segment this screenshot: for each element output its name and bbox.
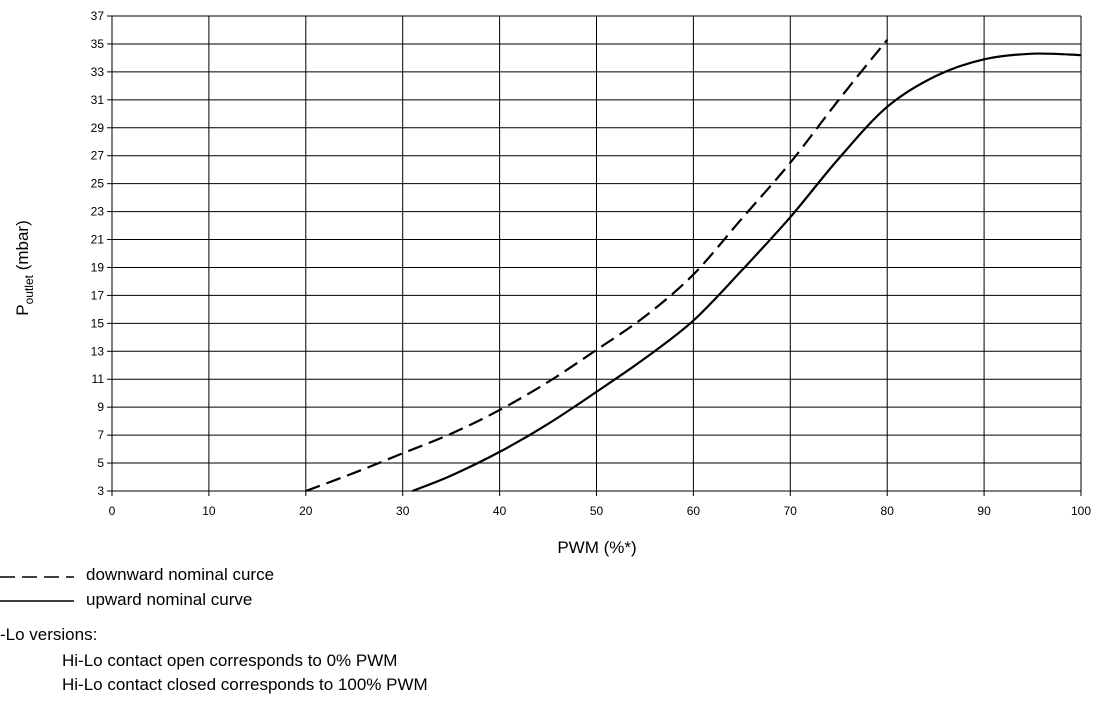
y-axis-title: Poutlet (mbar) [13, 220, 36, 315]
y-tick-label: 29 [91, 121, 105, 135]
y-tick-label: 11 [92, 372, 105, 386]
y-tick-label: 3 [97, 484, 104, 498]
y-axis-title-sub: outlet [22, 274, 36, 304]
legend-solid-label: upward nominal curve [86, 590, 253, 609]
legend-dashed-label: downward nominal curce [86, 565, 275, 584]
y-tick-label: 23 [91, 205, 105, 219]
notes-heading: -Lo versions: [0, 625, 98, 644]
y-tick-label: 7 [97, 428, 104, 442]
y-tick-label: 27 [91, 149, 105, 163]
grid [111, 15, 1082, 492]
x-axis-title: PWM (%*) [557, 538, 636, 557]
notes-line-2: Hi-Lo contact closed corresponds to 100%… [62, 675, 428, 694]
series-line-downward [305, 39, 889, 493]
y-tick-label: 35 [91, 37, 105, 51]
x-tick-label: 80 [881, 504, 895, 518]
notes-line-1: Hi-Lo contact open corresponds to 0% PWM [62, 651, 398, 670]
x-tick-label: 90 [977, 504, 991, 518]
x-tick-label: 30 [396, 504, 410, 518]
y-tick-label: 9 [97, 400, 104, 414]
x-tick-label: 20 [299, 504, 313, 518]
x-tick-label: 50 [590, 504, 604, 518]
y-tick-label: 17 [91, 288, 105, 302]
x-tick-label: 70 [784, 504, 798, 518]
x-tick-label: 100 [1071, 504, 1091, 518]
y-axis-title-main: P [13, 304, 32, 315]
y-axis-title-unit: (mbar) [13, 220, 32, 275]
y-tick-label: 5 [97, 456, 104, 470]
y-tick-label: 37 [91, 9, 105, 23]
y-tick-label: 13 [91, 344, 105, 358]
x-tick-label: 60 [687, 504, 701, 518]
y-tick-label: 31 [91, 93, 105, 107]
y-tick-label: 33 [91, 65, 105, 79]
y-tick-label: 25 [91, 177, 105, 191]
series-line-upward [411, 52, 1082, 493]
y-tick-label: 19 [91, 260, 105, 274]
x-tick-label: 40 [493, 504, 507, 518]
x-tick-label: 0 [109, 504, 116, 518]
series-lines [305, 39, 1082, 493]
y-tick-label: 15 [91, 316, 105, 330]
x-tick-label: 10 [202, 504, 216, 518]
y-tick-label: 21 [91, 233, 105, 247]
